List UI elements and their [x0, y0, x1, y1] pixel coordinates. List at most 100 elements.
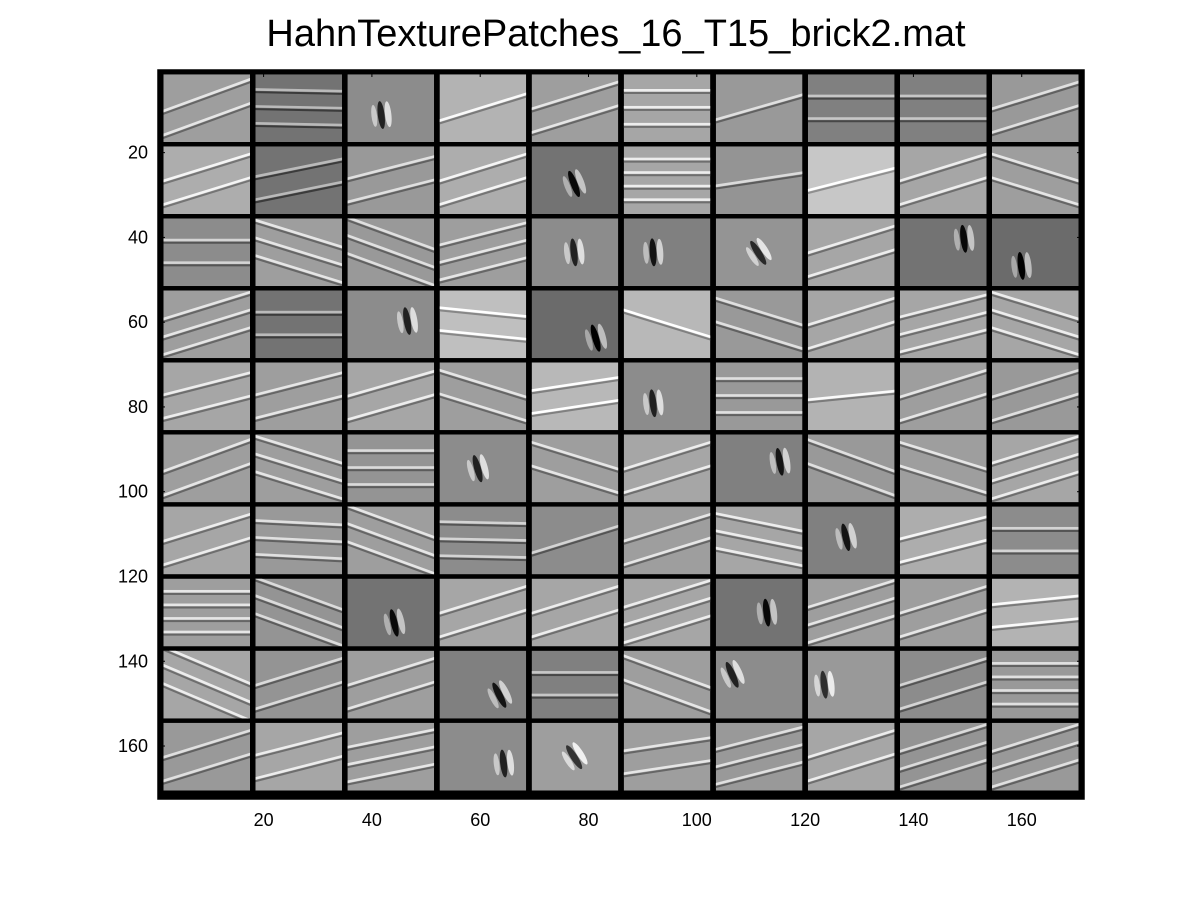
patch-r2-c7 [715, 146, 803, 215]
patch-r5-c7 [715, 362, 803, 431]
y-tick-label: 120 [118, 566, 148, 586]
patch-r10-c3 [347, 722, 435, 791]
patch-r7-c3 [347, 506, 435, 575]
y-tick-label: 20 [128, 143, 148, 163]
patch-r3-c8 [807, 218, 895, 287]
patch-r4-c3 [347, 290, 435, 359]
patch-r9-c4 [439, 650, 527, 719]
patch-r10-c8 [807, 722, 895, 791]
patch-r8-c8 [807, 578, 895, 647]
x-axis: 20 40 60 80 100 120 140 160 [254, 70, 1037, 830]
plot-area [157, 69, 1085, 800]
patch-r6-c10 [991, 434, 1079, 503]
patch-r4-c6 [623, 290, 711, 359]
patch-r8-c6 [623, 578, 711, 647]
patch-r4-c8 [807, 290, 895, 359]
patch-r1-c6 [623, 74, 711, 143]
patch-r2-c4 [439, 146, 527, 215]
y-tick-label: 40 [128, 227, 148, 247]
patch-r10-c5 [531, 722, 619, 791]
patch-r7-c1 [163, 506, 251, 575]
separator-row [158, 718, 1084, 723]
patch-r5-c3 [347, 362, 435, 431]
x-tick-label: 140 [898, 810, 928, 830]
patch-r1-c7 [715, 74, 803, 143]
x-tick-label: 160 [1007, 810, 1037, 830]
patch-r2-c9 [899, 146, 987, 215]
patch-r7-c9 [899, 506, 987, 575]
patch-r3-c2 [255, 218, 343, 287]
patch-r9-c5 [531, 650, 619, 719]
x-tick-label: 80 [578, 810, 598, 830]
patch-r3-c9 [899, 218, 987, 287]
patch-r3-c7 [715, 218, 803, 287]
x-tick-label: 20 [254, 810, 274, 830]
patch-r5-c6 [623, 362, 711, 431]
axes-frame [157, 69, 1085, 800]
patch-r4-c9 [899, 290, 987, 359]
patch-r2-c5 [531, 146, 619, 215]
patch-r6-c7 [715, 434, 803, 503]
x-tick-label: 100 [682, 810, 712, 830]
patch-r2-c6 [623, 146, 711, 215]
y-tick-label: 80 [128, 397, 148, 417]
patch-r6-c1 [163, 434, 251, 503]
patch-r6-c9 [899, 434, 987, 503]
patch-r6-c5 [531, 434, 619, 503]
patch-r3-c1 [163, 218, 251, 287]
x-tick-label: 120 [790, 810, 820, 830]
patch-r9-c7 [715, 650, 803, 719]
patch-r5-c9 [899, 362, 987, 431]
patch-r4-c2 [255, 290, 343, 359]
y-tick-label: 100 [118, 482, 148, 502]
patch-r3-c4 [439, 218, 527, 287]
patch-r7-c2 [255, 506, 343, 575]
patch-r1-c10 [991, 74, 1079, 143]
separator-row [158, 574, 1084, 579]
patch-r6-c3 [347, 434, 435, 503]
patch-r7-c7 [715, 506, 803, 575]
patch-r2-c3 [347, 146, 435, 215]
patch-r1-c2 [255, 74, 343, 143]
patch-r10-c9 [899, 722, 987, 791]
patch-r7-c8 [807, 506, 895, 575]
patch-r5-c5 [531, 362, 619, 431]
patch-r7-c6 [623, 506, 711, 575]
patch-r5-c2 [255, 362, 343, 431]
patch-r10-c10 [991, 722, 1079, 791]
y-tick-label: 160 [118, 736, 148, 756]
patch-r10-c7 [715, 722, 803, 791]
patch-r2-c8 [807, 146, 895, 215]
patch-r6-c2 [255, 434, 343, 503]
chart-title: HahnTexturePatches_16_T15_brick2.mat [266, 13, 966, 55]
patch-r4-c1 [163, 290, 251, 359]
patch-r10-c4 [439, 722, 527, 791]
patch-r2-c1 [163, 146, 251, 215]
separator-row [158, 502, 1084, 507]
y-axis: 20 40 60 80 100 120 140 160 [118, 143, 1084, 756]
x-tick-label: 60 [470, 810, 490, 830]
patch-r6-c4 [439, 434, 527, 503]
patch-r4-c5 [531, 290, 619, 359]
patch-r10-c2 [255, 722, 343, 791]
patch-r4-c10 [991, 290, 1079, 359]
patch-r1-c5 [531, 74, 619, 143]
patch-r7-c4 [439, 506, 527, 575]
patch-r8-c10 [991, 578, 1079, 647]
separator-row [158, 214, 1084, 219]
separator-row [158, 358, 1084, 363]
patch-r5-c10 [991, 362, 1079, 431]
patch-r7-c5 [531, 506, 619, 575]
patch-r3-c6 [623, 218, 711, 287]
patch-r4-c7 [715, 290, 803, 359]
separator-row [158, 142, 1084, 147]
patch-r9-c10 [991, 650, 1079, 719]
patch-r8-c7 [715, 578, 803, 647]
patch-r2-c2 [255, 146, 343, 215]
x-tick-label: 40 [362, 810, 382, 830]
patch-r4-c4 [439, 290, 527, 359]
patch-r7-c10 [991, 506, 1079, 575]
patch-r9-c9 [899, 650, 987, 719]
y-tick-label: 60 [128, 312, 148, 332]
